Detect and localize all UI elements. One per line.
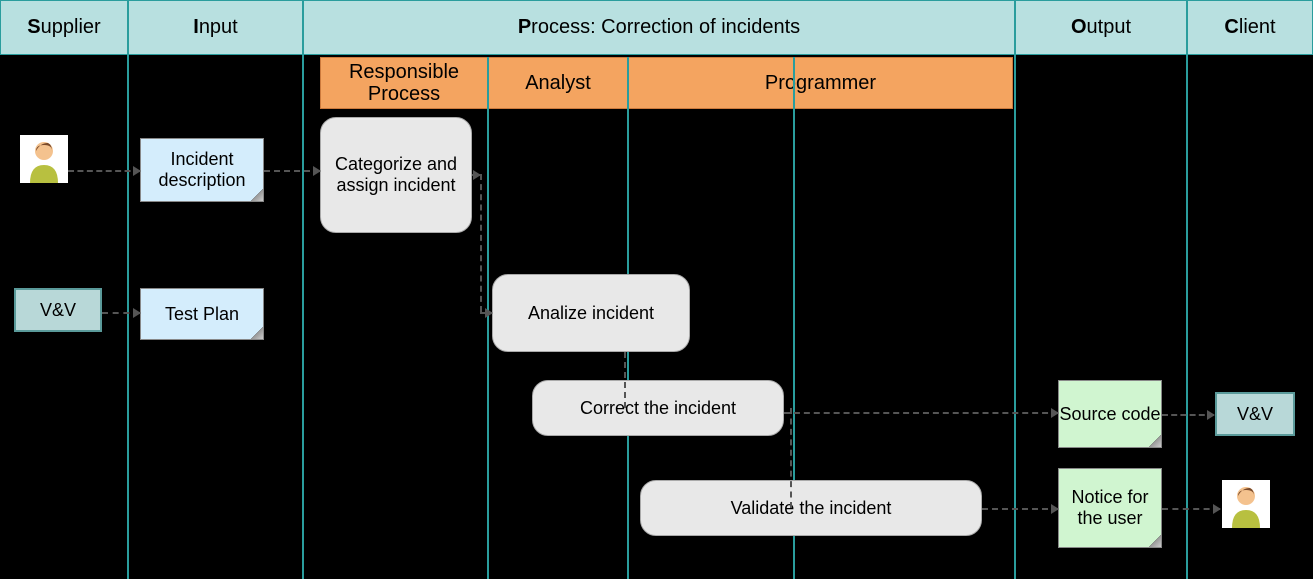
output-notice: Notice for the user <box>1058 468 1162 548</box>
arrow-supplier1-to-input1 <box>68 170 140 172</box>
conn-task2-down <box>624 352 626 408</box>
arrow-output1-client1 <box>1162 414 1214 416</box>
client-vv-box: V&V <box>1215 392 1295 436</box>
input-test-plan: Test Plan <box>140 288 264 340</box>
arrow-output2-client2 <box>1162 508 1220 510</box>
client-user-icon <box>1222 480 1270 528</box>
task-categorize: Categorize and assign incident <box>320 117 472 233</box>
header-output: Output <box>1015 0 1187 55</box>
supplier-user-icon <box>20 135 68 183</box>
conn-task3-down <box>790 408 792 508</box>
vline-3 <box>1014 0 1016 579</box>
task-analize: Analize incident <box>492 274 690 352</box>
header-supplier: Supplier <box>0 0 128 55</box>
arrow-input1-to-task1 <box>264 170 320 172</box>
subheader-programmer: Programmer <box>628 57 1013 109</box>
header-process: Process: Correction of incidents <box>303 0 1015 55</box>
task-correct: Correct the incident <box>532 380 784 436</box>
arrow-task3-output1 <box>784 412 1058 414</box>
supplier-vv-box: V&V <box>14 288 102 332</box>
conn-down-to-task2 <box>480 312 492 314</box>
vline-4 <box>1186 0 1188 579</box>
arrow-task4-output2 <box>982 508 1058 510</box>
arrow-supplier2-to-input2 <box>102 312 140 314</box>
vline-2 <box>302 0 304 579</box>
input-incident-desc: Incident description <box>140 138 264 202</box>
vline-2b <box>487 57 489 579</box>
subheader-responsible: Responsible Process <box>320 57 488 109</box>
conn-task1-to-down <box>472 174 480 176</box>
header-input: Input <box>128 0 303 55</box>
task-validate: Validate the incident <box>640 480 982 536</box>
output-source-code: Source code <box>1058 380 1162 448</box>
vline-1 <box>127 0 129 579</box>
conn-task1-down <box>480 174 482 312</box>
subheader-analyst: Analyst <box>488 57 628 109</box>
header-client: Client <box>1187 0 1313 55</box>
